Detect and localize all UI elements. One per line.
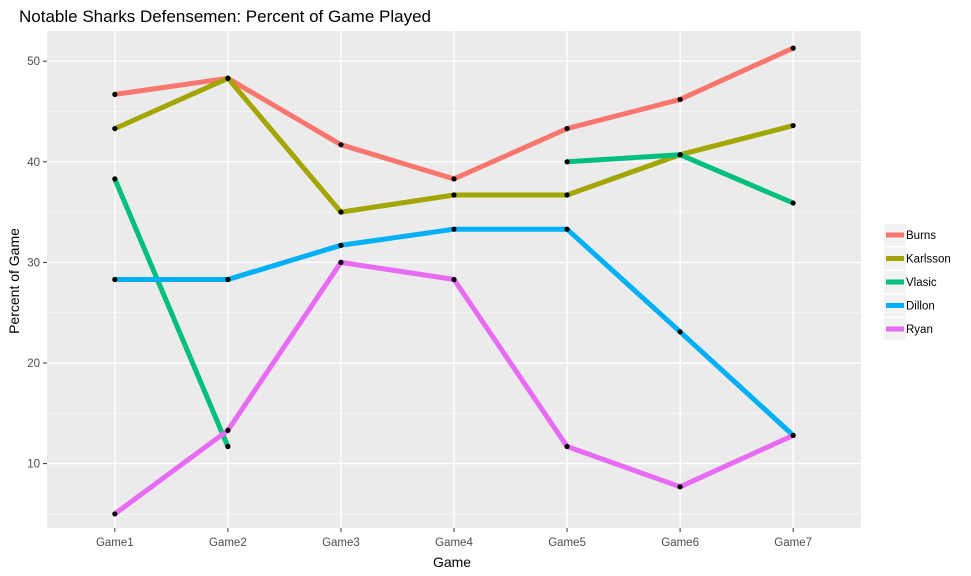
y-tick-label: 40 — [27, 157, 40, 169]
data-point-karlsson — [225, 75, 231, 81]
data-point-karlsson — [451, 192, 457, 198]
legend-label-ryan: Ryan — [906, 324, 933, 336]
x-axis-title: Game — [433, 554, 471, 570]
legend-label-karlsson: Karlsson — [906, 254, 951, 266]
x-tick-label: Game5 — [548, 537, 586, 549]
series-points — [112, 45, 796, 517]
data-point-ryan — [338, 259, 344, 265]
data-point-vlasic — [677, 152, 683, 158]
x-tick-label: Game2 — [209, 537, 247, 549]
data-point-karlsson — [338, 209, 344, 215]
data-point-dillon — [112, 276, 118, 283]
data-point-vlasic — [564, 159, 570, 165]
x-axis-ticks: Game1 Game2 Game3 Game4 Game5 Game6 Game7 — [96, 528, 812, 549]
data-point-vlasic — [225, 443, 231, 450]
x-tick-label: Game4 — [435, 537, 473, 549]
data-point-dillon — [451, 226, 457, 232]
y-tick-label: 20 — [27, 358, 40, 370]
data-point-ryan — [790, 432, 796, 439]
legend: Burns Karlsson Vlasic Dillon Ryan — [884, 224, 951, 340]
data-point-ryan — [451, 276, 457, 283]
data-point-karlsson — [564, 192, 570, 198]
data-point-karlsson — [112, 125, 118, 132]
legend-label-burns: Burns — [906, 230, 936, 242]
x-tick-label: Game1 — [96, 537, 134, 549]
data-point-dillon — [338, 242, 344, 248]
data-point-burns — [564, 125, 570, 132]
chart-title: Notable Sharks Defensemen: Percent of Ga… — [19, 7, 431, 26]
y-axis-ticks: 10 20 30 40 50 — [27, 56, 47, 471]
y-tick-label: 30 — [27, 257, 40, 269]
data-point-dillon — [564, 226, 570, 232]
data-point-ryan — [112, 511, 118, 517]
x-tick-label: Game3 — [322, 537, 360, 549]
y-axis-title: Percent of Game — [6, 228, 22, 334]
data-point-vlasic — [112, 176, 118, 182]
series-line-vlasic — [112, 177, 231, 448]
y-tick-label: 10 — [27, 459, 40, 471]
x-tick-label: Game6 — [661, 537, 699, 549]
data-point-dillon — [677, 329, 683, 335]
data-point-burns — [338, 142, 344, 148]
data-point-dillon — [225, 276, 231, 283]
data-point-karlsson — [790, 122, 796, 129]
data-point-ryan — [677, 484, 683, 490]
data-point-burns — [790, 45, 796, 51]
data-point-burns — [677, 96, 683, 103]
legend-label-vlasic: Vlasic — [906, 277, 937, 289]
data-point-ryan — [564, 443, 570, 450]
data-point-burns — [112, 91, 118, 97]
data-point-vlasic — [790, 200, 796, 206]
data-point-ryan — [225, 427, 231, 434]
data-point-burns — [451, 176, 457, 182]
y-tick-label: 50 — [27, 56, 40, 68]
legend-label-dillon: Dillon — [906, 301, 935, 313]
x-tick-label: Game7 — [774, 537, 812, 549]
